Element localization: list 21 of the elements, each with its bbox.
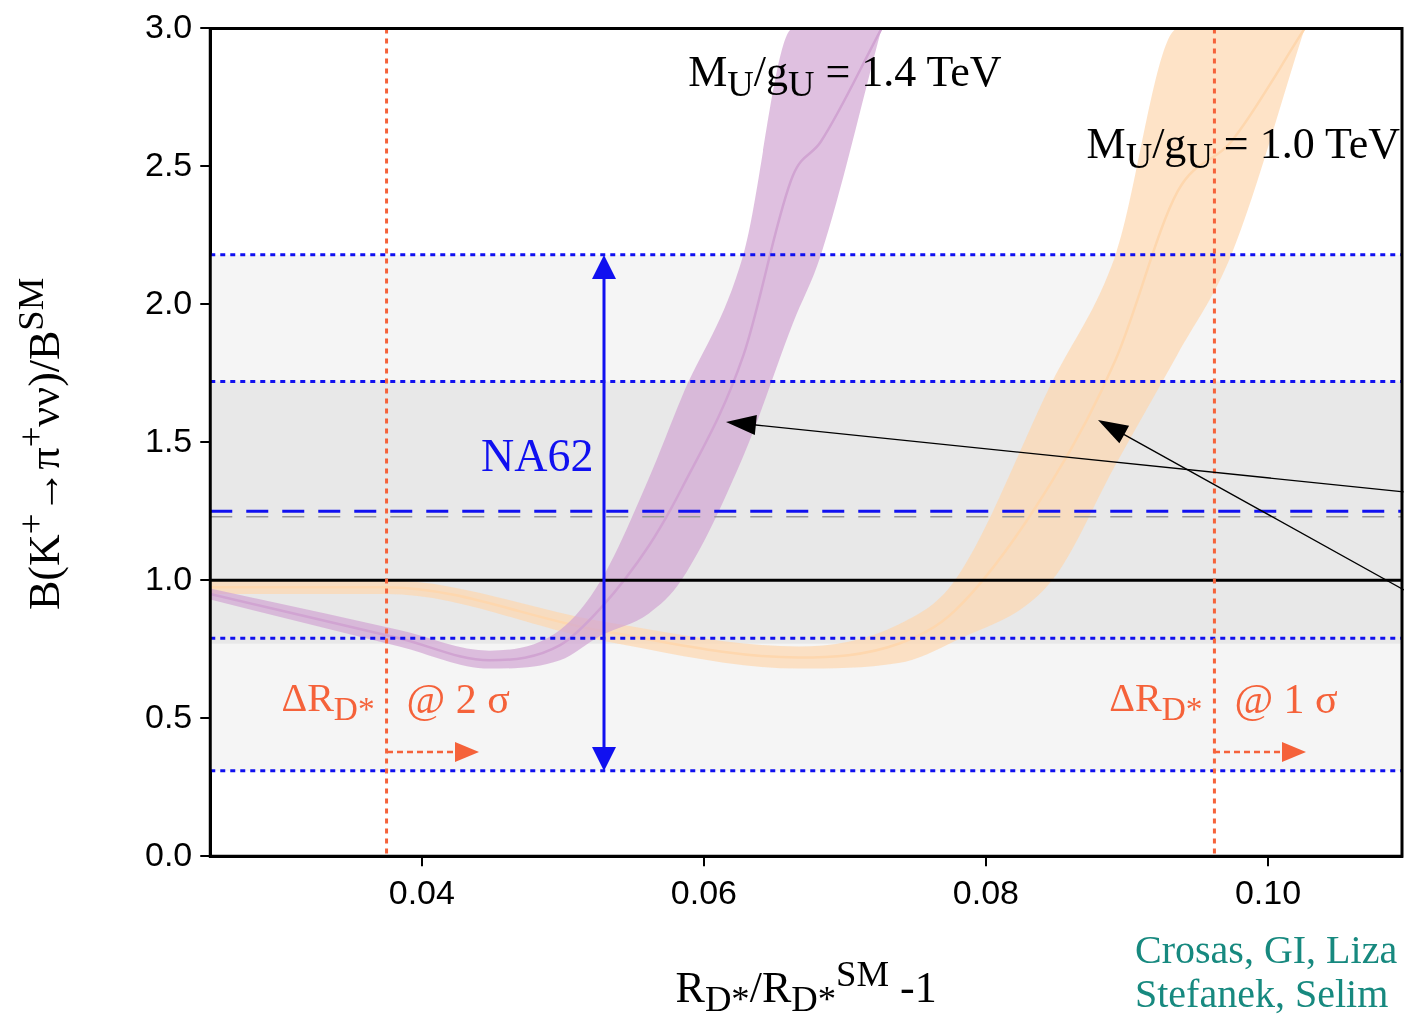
x-tick-label: 0.04 xyxy=(388,872,455,911)
x-tick-label: 0.08 xyxy=(952,872,1020,911)
series-label: M$_{U}$/g$_{U}$ = 1.4 TeV xyxy=(688,47,1002,105)
y-tick-label: 1.5 xyxy=(145,420,193,459)
text: Stefanek, Selim xyxy=(1135,971,1389,1015)
y-tick-label: 0.0 xyxy=(145,834,193,873)
text: Crosas, GI, Liza xyxy=(1135,927,1398,972)
y-tick-label: 2.0 xyxy=(145,282,193,321)
annotation: @ 2 σ xyxy=(406,676,510,723)
x-tick-label: 0.10 xyxy=(1234,872,1302,911)
y-tick-label: 3.0 xyxy=(145,6,193,45)
annotation: NA62 xyxy=(481,429,594,481)
series-label: M$_{U}$/g$_{U}$ = 1.0 TeV xyxy=(1086,119,1400,177)
ref-line-label: ΔR$_{D*}$ xyxy=(281,675,375,728)
y-tick-label: 2.5 xyxy=(145,144,193,183)
ref-line-label: ΔR$_{D*}$ xyxy=(1109,675,1203,728)
x-axis-title: R$_{D*}$/R$_{D*}$$^{SM}$ -1 xyxy=(674,953,938,1015)
y-tick-label: 1.0 xyxy=(145,558,193,597)
y-tick-label: 0.5 xyxy=(145,696,193,735)
annotation: @ 1 σ xyxy=(1234,676,1338,723)
x-tick-label: 0.06 xyxy=(670,872,737,911)
